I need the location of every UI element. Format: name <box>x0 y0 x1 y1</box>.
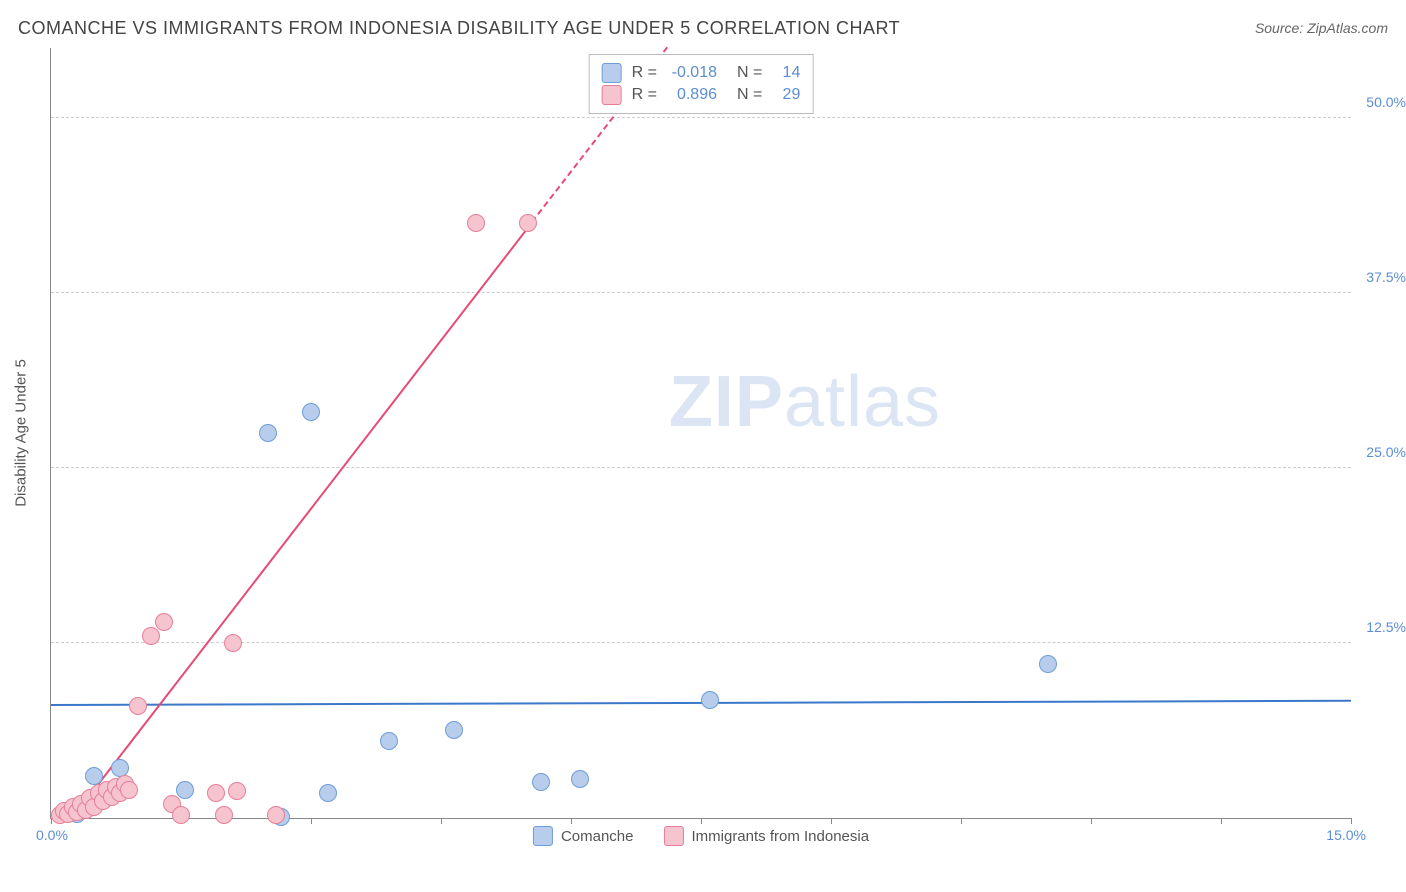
y-tick-label: 12.5% <box>1356 619 1406 635</box>
legend-item: Immigrants from Indonesia <box>663 826 869 846</box>
data-point <box>467 214 485 232</box>
data-point <box>120 781 138 799</box>
data-point <box>267 806 285 824</box>
series-swatch <box>663 826 683 846</box>
y-axis-title: Disability Age Under 5 <box>13 359 30 507</box>
x-tick-mark <box>311 818 312 824</box>
data-point <box>111 759 129 777</box>
data-point <box>155 613 173 631</box>
x-axis-max-label: 15.0% <box>1326 827 1366 843</box>
legend-item: Comanche <box>533 826 634 846</box>
gridline <box>51 642 1351 643</box>
x-tick-mark <box>1091 818 1092 824</box>
legend-label: Comanche <box>561 828 634 845</box>
data-point <box>302 403 320 421</box>
legend: Comanche Immigrants from Indonesia <box>533 826 869 846</box>
data-point <box>215 806 233 824</box>
y-tick-label: 50.0% <box>1356 94 1406 110</box>
x-tick-mark <box>571 818 572 824</box>
gridline <box>51 292 1351 293</box>
legend-label: Immigrants from Indonesia <box>691 828 869 845</box>
data-point <box>571 770 589 788</box>
series-swatch <box>602 85 622 105</box>
data-point <box>176 781 194 799</box>
x-tick-mark <box>701 818 702 824</box>
data-point <box>445 721 463 739</box>
y-tick-label: 37.5% <box>1356 269 1406 285</box>
data-point <box>228 782 246 800</box>
data-point <box>701 691 719 709</box>
data-point <box>224 634 242 652</box>
x-tick-mark <box>1221 818 1222 824</box>
plot-area: ZIPatlas Disability Age Under 5 12.5%25.… <box>50 48 1351 819</box>
x-tick-mark <box>831 818 832 824</box>
series-swatch <box>602 63 622 83</box>
stats-row: R =0.896N =29 <box>602 85 801 105</box>
watermark: ZIPatlas <box>669 361 941 443</box>
x-tick-mark <box>1351 818 1352 824</box>
gridline <box>51 117 1351 118</box>
data-point <box>129 697 147 715</box>
data-point <box>519 214 537 232</box>
source-label: Source: ZipAtlas.com <box>1255 20 1388 36</box>
x-tick-mark <box>441 818 442 824</box>
data-point <box>1039 655 1057 673</box>
y-tick-label: 25.0% <box>1356 444 1406 460</box>
series-swatch <box>533 826 553 846</box>
chart-title: COMANCHE VS IMMIGRANTS FROM INDONESIA DI… <box>18 18 900 39</box>
data-point <box>207 784 225 802</box>
data-point <box>532 773 550 791</box>
data-point <box>380 732 398 750</box>
data-point <box>142 627 160 645</box>
x-axis-min-label: 0.0% <box>36 827 68 843</box>
data-point <box>319 784 337 802</box>
x-tick-mark <box>961 818 962 824</box>
data-point <box>172 806 190 824</box>
trendline <box>72 221 533 817</box>
stats-row: R =-0.018N =14 <box>602 63 801 83</box>
gridline <box>51 467 1351 468</box>
stats-box: R =-0.018N =14R =0.896N =29 <box>589 54 814 114</box>
data-point <box>259 424 277 442</box>
